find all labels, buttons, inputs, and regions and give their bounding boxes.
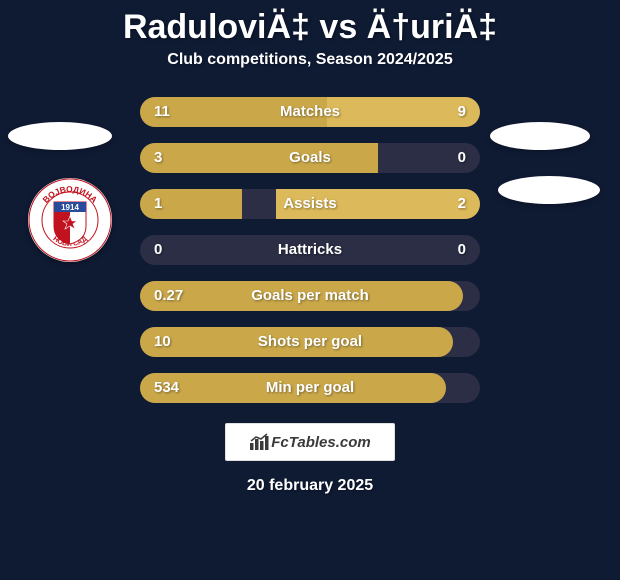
player1-club-badge: ВОЈВОДИНА НОВИ САД 1914 bbox=[28, 178, 112, 262]
stat-row: 0.27Goals per match bbox=[140, 281, 480, 311]
stat-row: 12Assists bbox=[140, 189, 480, 219]
page-title: RaduloviÄ‡ vs Ä†uriÄ‡ bbox=[0, 0, 620, 47]
stat-row: 10Shots per goal bbox=[140, 327, 480, 357]
stat-label: Shots per goal bbox=[140, 327, 480, 357]
chart-icon bbox=[249, 433, 269, 451]
stat-label: Goals bbox=[140, 143, 480, 173]
player2-club-placeholder bbox=[498, 176, 600, 204]
stat-row: 534Min per goal bbox=[140, 373, 480, 403]
attribution-badge[interactable]: FcTables.com bbox=[225, 423, 395, 461]
stat-label: Assists bbox=[140, 189, 480, 219]
subtitle: Club competitions, Season 2024/2025 bbox=[0, 51, 620, 69]
date-label: 20 february 2025 bbox=[0, 477, 620, 495]
player2-avatar-placeholder bbox=[490, 122, 590, 150]
stat-label: Goals per match bbox=[140, 281, 480, 311]
badge-year: 1914 bbox=[61, 203, 79, 212]
comparison-infographic: RaduloviÄ‡ vs Ä†uriÄ‡ Club competitions,… bbox=[0, 0, 620, 580]
attribution-text: FcTables.com bbox=[271, 434, 370, 451]
stat-label: Min per goal bbox=[140, 373, 480, 403]
stat-label: Hattricks bbox=[140, 235, 480, 265]
stat-label: Matches bbox=[140, 97, 480, 127]
stat-row: 30Goals bbox=[140, 143, 480, 173]
player1-avatar-placeholder bbox=[8, 122, 112, 150]
stat-row: 00Hattricks bbox=[140, 235, 480, 265]
stat-row: 119Matches bbox=[140, 97, 480, 127]
